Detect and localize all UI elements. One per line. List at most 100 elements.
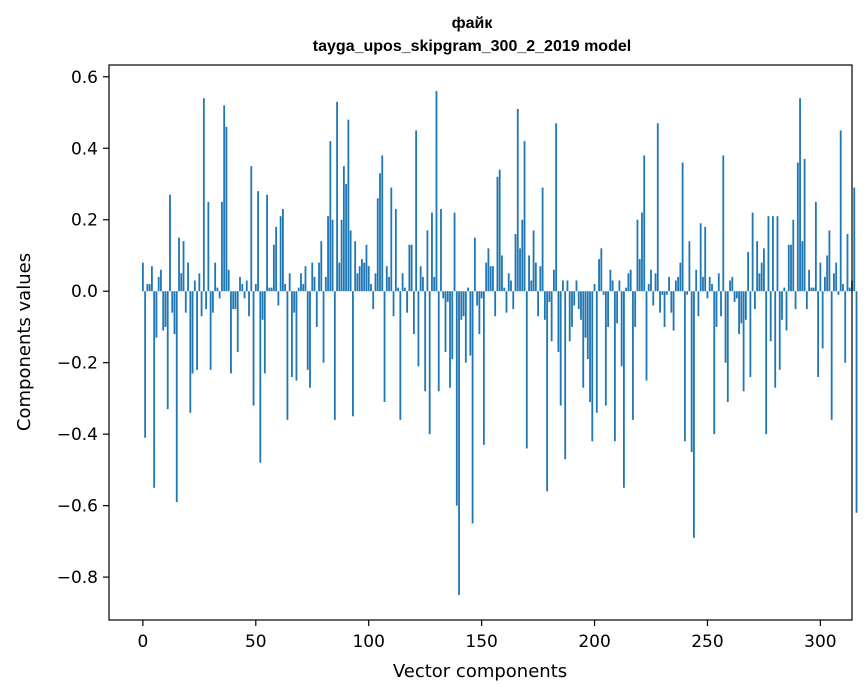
bar	[801, 241, 804, 292]
bar	[668, 276, 670, 292]
bar	[772, 216, 774, 292]
bar	[525, 291, 528, 449]
bar	[329, 141, 332, 292]
bar	[539, 266, 542, 292]
bar	[408, 244, 411, 292]
bar	[674, 280, 677, 292]
bar	[636, 219, 639, 292]
y-tick-label: 0.6	[71, 68, 98, 88]
bar	[263, 291, 266, 374]
bar	[846, 234, 849, 292]
bar	[519, 248, 521, 292]
bar	[365, 244, 368, 292]
bar	[266, 194, 268, 292]
bar	[625, 287, 628, 292]
y-tick-label: 0.0	[71, 282, 98, 302]
bar	[390, 187, 393, 292]
bar	[552, 269, 555, 292]
bar	[688, 241, 691, 292]
bar	[178, 237, 180, 292]
bar	[426, 230, 429, 292]
bar	[417, 291, 420, 367]
bar	[607, 291, 609, 327]
bar	[444, 291, 447, 352]
bar	[485, 262, 488, 292]
bar	[765, 291, 768, 435]
bar	[663, 291, 666, 327]
bar	[164, 291, 167, 327]
bar	[654, 273, 657, 292]
bar	[618, 280, 621, 292]
bar	[419, 266, 422, 292]
bar	[467, 287, 469, 292]
bar	[268, 287, 271, 292]
bar	[564, 291, 567, 460]
bar	[799, 98, 801, 292]
bar	[733, 291, 736, 302]
bar	[650, 269, 652, 292]
bar	[336, 101, 338, 292]
bar	[431, 212, 433, 292]
bar	[342, 166, 345, 292]
bar	[776, 216, 779, 292]
bar	[236, 291, 239, 352]
bar	[575, 280, 578, 292]
bar	[388, 276, 390, 292]
bar	[473, 237, 476, 292]
bar	[609, 269, 612, 292]
bar	[412, 291, 415, 335]
bar	[487, 248, 490, 292]
x-tick-label: 50	[245, 632, 267, 652]
bar	[586, 291, 589, 360]
bar	[720, 291, 722, 317]
bar	[333, 291, 336, 420]
bar	[627, 273, 630, 292]
bar	[327, 216, 329, 292]
bar	[546, 291, 549, 492]
bar	[489, 266, 492, 292]
bar	[482, 291, 485, 445]
bar	[595, 291, 598, 413]
bar	[356, 273, 359, 292]
bar	[141, 262, 144, 292]
bar	[281, 209, 284, 292]
bar	[180, 273, 183, 292]
bar	[320, 241, 323, 292]
x-tick-label: 150	[465, 632, 497, 652]
bar	[442, 291, 445, 299]
bar	[184, 291, 187, 313]
bar	[715, 291, 718, 327]
bar	[209, 291, 212, 370]
bar	[835, 262, 838, 292]
bar	[460, 291, 463, 320]
bar	[146, 284, 149, 292]
bar	[155, 291, 158, 338]
bar	[548, 291, 551, 302]
bar	[252, 291, 255, 406]
bar	[758, 273, 761, 292]
bar	[679, 262, 682, 292]
bar	[372, 291, 375, 310]
bar	[683, 291, 686, 442]
bar	[584, 291, 587, 338]
bar	[541, 187, 544, 292]
bar	[855, 291, 858, 513]
bar	[338, 262, 341, 292]
bar	[347, 119, 350, 292]
bar	[415, 130, 418, 292]
y-tick-label: 0.2	[71, 211, 98, 231]
bar	[270, 287, 273, 292]
bar	[331, 219, 334, 292]
chart-title: файк	[452, 15, 494, 32]
bar	[604, 291, 607, 406]
bar	[702, 276, 704, 292]
bar	[821, 291, 824, 349]
bar	[291, 291, 293, 377]
bar	[760, 262, 763, 292]
bar	[455, 291, 458, 506]
bar	[295, 291, 298, 381]
bar	[284, 284, 287, 292]
bar	[406, 291, 409, 313]
y-axis-ticks: 0.6 0.4 0.2 0.0 −0.2 −0.4 −0.6 −0.8	[57, 68, 109, 588]
